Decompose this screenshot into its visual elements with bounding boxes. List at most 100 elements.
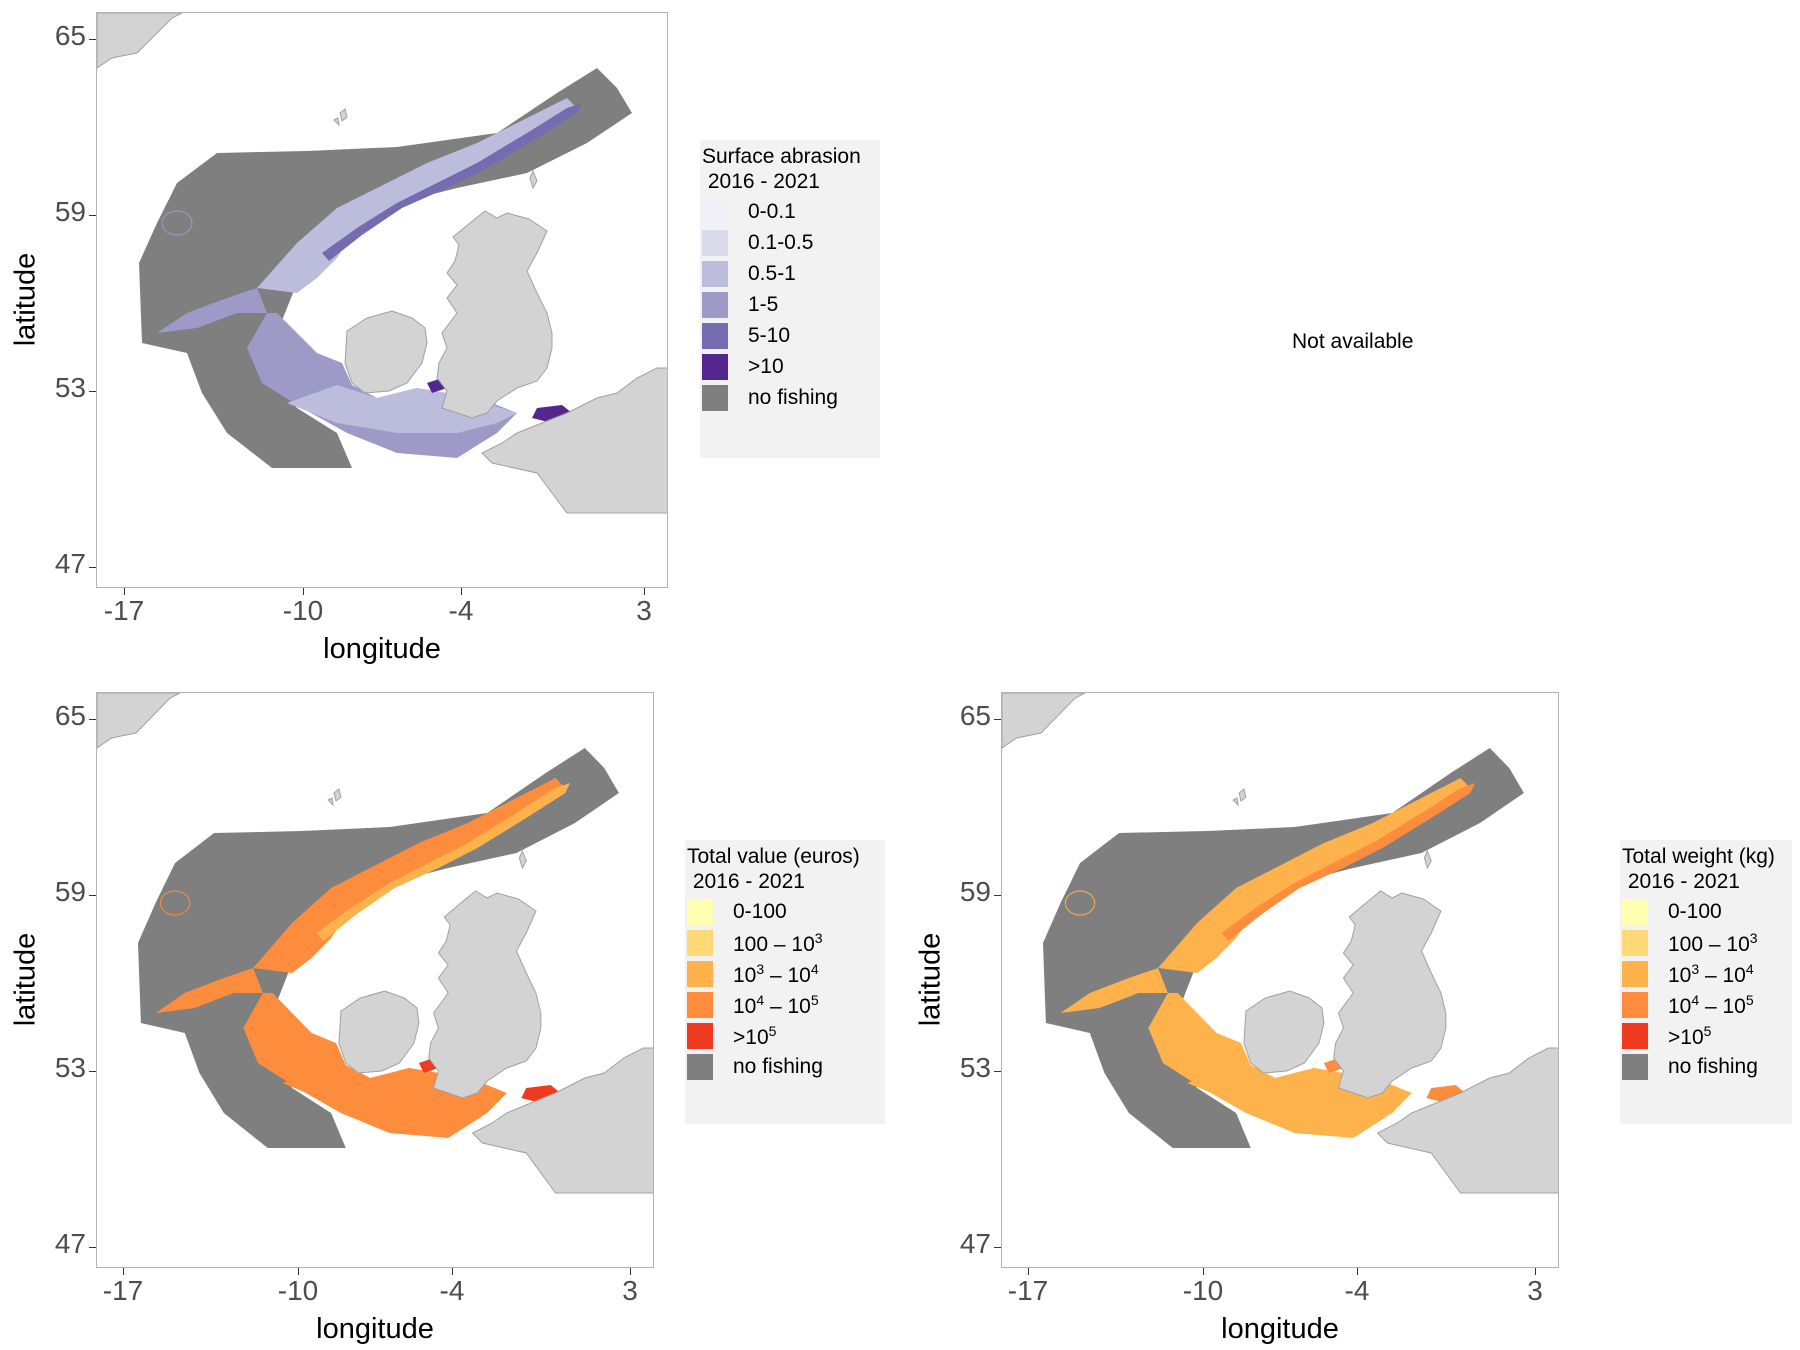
x-tickmark — [303, 588, 304, 595]
y-tickmark — [89, 1247, 96, 1248]
legend-item: >105 — [687, 1022, 776, 1050]
legend-swatch — [687, 992, 713, 1018]
x-tick-label: 3 — [1527, 1275, 1543, 1306]
y-tickmark — [89, 895, 96, 896]
legend-swatch — [1622, 899, 1648, 925]
legend-title: Total value (euros) 2016 - 2021 — [687, 845, 860, 893]
y-tick-label: 47 — [54, 548, 86, 579]
x-tickmark — [1203, 1268, 1204, 1275]
legend-label: 103 – 104 — [733, 960, 819, 987]
legend-swatch — [1622, 930, 1648, 956]
legend-title: Total weight (kg) 2016 - 2021 — [1622, 845, 1775, 893]
x-axis-title: longitude — [316, 1313, 434, 1345]
legend-label: 100 – 103 — [733, 929, 823, 956]
land-ireland — [344, 310, 428, 394]
land-faroes — [333, 108, 348, 127]
map-frame — [96, 12, 668, 588]
y-axis-title: latitude — [914, 932, 947, 1027]
map-panel-abrasion: 65 59 53 47 -17 -10 -4 3 longitude latit… — [0, 0, 900, 670]
x-axis-title: longitude — [1221, 1313, 1339, 1345]
land-shetland — [529, 169, 538, 190]
legend-label: >105 — [733, 1022, 777, 1049]
legend-item: >10 — [702, 353, 784, 381]
legend-swatch — [687, 930, 713, 956]
y-tickmark — [89, 215, 96, 216]
legend-label: no fishing — [1668, 1055, 1758, 1078]
legend-swatch — [1622, 1054, 1648, 1080]
legend-swatch — [1622, 1023, 1648, 1049]
fishing-hotspot — [521, 1085, 561, 1103]
fishing-area-ring — [1064, 890, 1096, 916]
land-great-britain — [428, 890, 542, 1099]
legend-label: 100 – 103 — [1668, 929, 1758, 956]
legend-label: 0.5-1 — [748, 262, 796, 285]
land-shetland — [518, 849, 527, 870]
x-tick-label: 3 — [636, 595, 652, 626]
legend-swatch — [702, 199, 728, 225]
map-frame — [1001, 692, 1559, 1268]
fishing-area-ridge — [1221, 783, 1476, 941]
legend-swatch — [702, 261, 728, 287]
legend-item: 104 – 105 — [687, 991, 819, 1019]
legend-label: 0-100 — [733, 900, 787, 923]
y-tickmark — [994, 1247, 1001, 1248]
land-faroes — [1232, 788, 1247, 807]
y-tickmark — [89, 719, 96, 720]
legend-item: 5-10 — [702, 322, 790, 350]
land-continent — [481, 367, 667, 514]
x-axis-title: longitude — [323, 633, 441, 665]
x-tickmark — [1028, 1268, 1029, 1275]
map-canvas — [97, 693, 653, 1194]
legend-label: 103 – 104 — [1668, 960, 1754, 987]
y-tickmark — [994, 1071, 1001, 1072]
map-panel-total-weight: 65 59 53 47 -17 -10 -4 3 longitude latit… — [905, 680, 1800, 1350]
legend-item: 0-100 — [1622, 898, 1722, 926]
legend-label: 1-5 — [748, 293, 779, 316]
x-tick-label: -10 — [277, 1275, 319, 1306]
land-iceland — [97, 693, 181, 749]
land-iceland — [1002, 693, 1086, 749]
fishing-area-ring — [159, 890, 191, 916]
land-great-britain — [436, 210, 553, 419]
legend-item: no fishing — [702, 384, 838, 412]
map-canvas — [1002, 693, 1558, 1194]
map-frame — [96, 692, 654, 1268]
x-tick-label: -4 — [448, 595, 474, 626]
legend: Total weight (kg) 2016 - 2021 0-100 100 –… — [1620, 840, 1792, 1124]
x-tickmark — [298, 1268, 299, 1275]
legend: Total value (euros) 2016 - 2021 0-100 100… — [685, 840, 885, 1124]
legend-item: 1-5 — [702, 291, 778, 319]
legend-swatch — [702, 354, 728, 380]
land-shetland — [1423, 849, 1432, 870]
legend-swatch — [702, 292, 728, 318]
legend-item: 104 – 105 — [1622, 991, 1754, 1019]
legend-swatch — [1622, 992, 1648, 1018]
legend-swatch — [687, 1023, 713, 1049]
legend-swatch — [702, 323, 728, 349]
land-continent — [1376, 1047, 1558, 1194]
y-tickmark — [994, 895, 1001, 896]
y-tick-label: 65 — [54, 20, 86, 51]
legend-label: 0-100 — [1668, 900, 1722, 923]
legend-label: >105 — [1668, 1022, 1712, 1049]
legend-label: >10 — [748, 355, 784, 378]
fishing-area-ring — [161, 210, 193, 236]
y-tickmark — [89, 39, 96, 40]
y-axis-title: latitude — [9, 252, 42, 347]
legend-swatch — [702, 230, 728, 256]
legend-swatch — [687, 899, 713, 925]
x-tick-label: -17 — [102, 1275, 144, 1306]
x-tickmark — [124, 588, 125, 595]
fishing-hotspot — [1426, 1085, 1466, 1103]
y-tickmark — [89, 567, 96, 568]
legend-item: 103 – 104 — [687, 960, 819, 988]
land-continent — [471, 1047, 653, 1194]
fishing-hotspot — [532, 405, 572, 423]
legend-label: 0.1-0.5 — [748, 231, 814, 254]
y-tickmark — [89, 1071, 96, 1072]
map-canvas — [97, 13, 667, 514]
x-tick-label: -4 — [439, 1275, 465, 1306]
legend-item: 0.1-0.5 — [702, 229, 813, 257]
x-tickmark — [1535, 1268, 1536, 1275]
y-tick-label: 53 — [959, 1052, 991, 1083]
